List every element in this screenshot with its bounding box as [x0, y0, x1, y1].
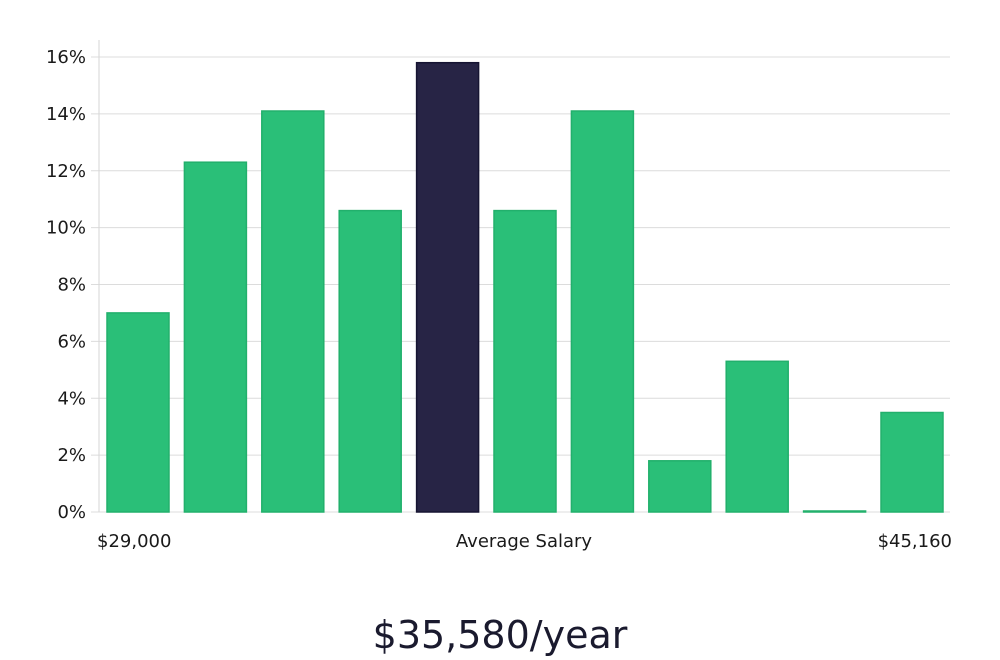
y-tick-label: 12%	[46, 161, 86, 182]
bar	[338, 209, 402, 513]
y-tick-label: 2%	[57, 445, 86, 466]
y-tick-label: 8%	[57, 275, 86, 296]
bar	[261, 110, 325, 513]
bar-average-salary	[415, 61, 480, 513]
y-axis-ticks: 0% 2% 4% 6% 8% 10% 12% 14% 16%	[46, 47, 86, 523]
y-tick-label: 6%	[57, 331, 86, 352]
y-tick-label: 0%	[57, 502, 86, 523]
x-end-label: $45,160	[878, 531, 952, 552]
bar	[880, 411, 944, 513]
x-axis-label: Average Salary	[456, 531, 593, 552]
bar	[106, 312, 170, 513]
bar	[570, 110, 635, 513]
y-tick-label: 16%	[46, 47, 86, 68]
bar	[725, 360, 789, 513]
bar	[648, 460, 712, 513]
average-salary-value: $35,580/year	[373, 613, 628, 657]
bar	[802, 510, 867, 513]
x-start-label: $29,000	[97, 531, 171, 552]
bars	[106, 61, 944, 513]
y-tick-label: 10%	[46, 218, 86, 239]
bar	[183, 161, 248, 513]
bar	[493, 209, 557, 513]
y-tick-label: 4%	[57, 388, 86, 409]
y-tick-label: 14%	[46, 104, 86, 125]
